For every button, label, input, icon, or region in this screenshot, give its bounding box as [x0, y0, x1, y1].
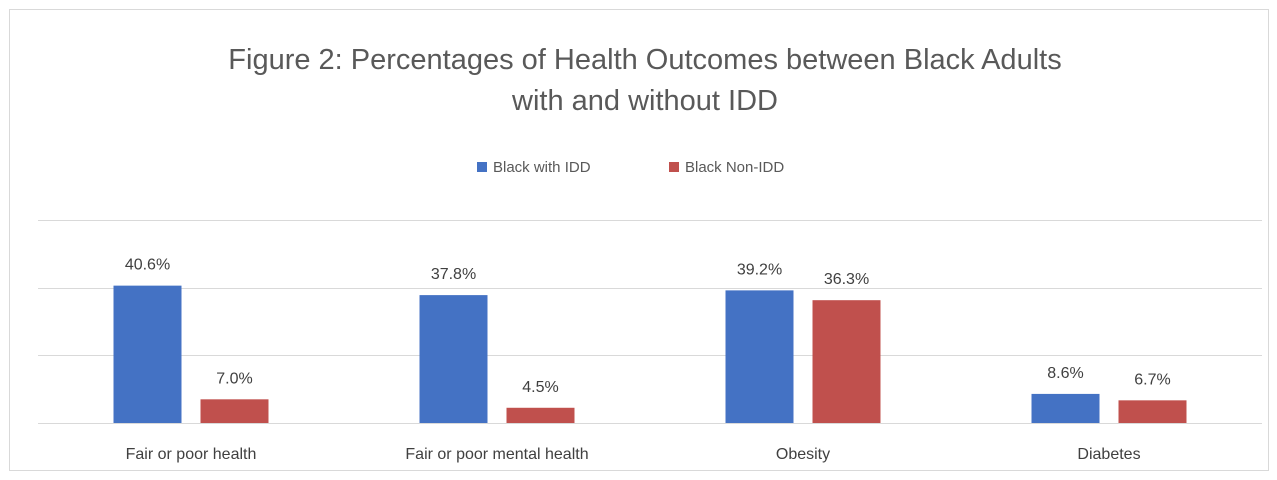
data-label-0-1: 37.8% [431, 266, 476, 283]
legend-label-0: Black with IDD [493, 159, 591, 176]
bar-black-non-idd-0 [200, 399, 269, 423]
category-label-2: Obesity [776, 446, 830, 463]
chart-title-line-1: Figure 2: Percentages of Health Outcomes… [228, 44, 1061, 76]
category-label-0: Fair or poor health [126, 446, 257, 463]
bar-black-non-idd-1 [506, 407, 575, 423]
data-label-1-1: 4.5% [522, 379, 558, 396]
data-label-0-3: 8.6% [1047, 365, 1083, 382]
data-label-0-0: 40.6% [125, 257, 170, 274]
chart-title: Figure 2: Percentages of Health Outcomes… [228, 44, 1061, 117]
category-axis-labels: Fair or poor health Fair or poor mental h… [126, 446, 1141, 463]
category-label-3: Diabetes [1077, 446, 1140, 463]
data-label-1-0: 7.0% [216, 370, 252, 387]
chart-title-line-2: with and without IDD [511, 85, 778, 117]
category-label-1: Fair or poor mental health [405, 446, 588, 463]
gridlines [38, 220, 1262, 424]
bar-black-non-idd-3 [1118, 400, 1187, 423]
data-labels: 40.6% 7.0% 37.8% 4.5% 39.2% 36.3% 8.6% 6.7% [125, 257, 1171, 396]
data-label-0-2: 39.2% [737, 261, 782, 278]
bars [113, 285, 1187, 423]
bar-black-with-idd-2 [725, 290, 794, 423]
chart-legend: Black with IDD Black Non-IDD [477, 159, 784, 176]
data-label-1-3: 6.7% [1134, 371, 1170, 388]
legend-swatch-1 [669, 162, 679, 172]
legend-label-1: Black Non-IDD [685, 159, 784, 176]
bar-black-with-idd-3 [1031, 393, 1100, 423]
data-label-1-2: 36.3% [824, 271, 869, 288]
bar-black-non-idd-2 [812, 300, 881, 423]
bar-black-with-idd-1 [419, 295, 488, 423]
bar-black-with-idd-0 [113, 285, 182, 423]
legend-swatch-0 [477, 162, 487, 172]
